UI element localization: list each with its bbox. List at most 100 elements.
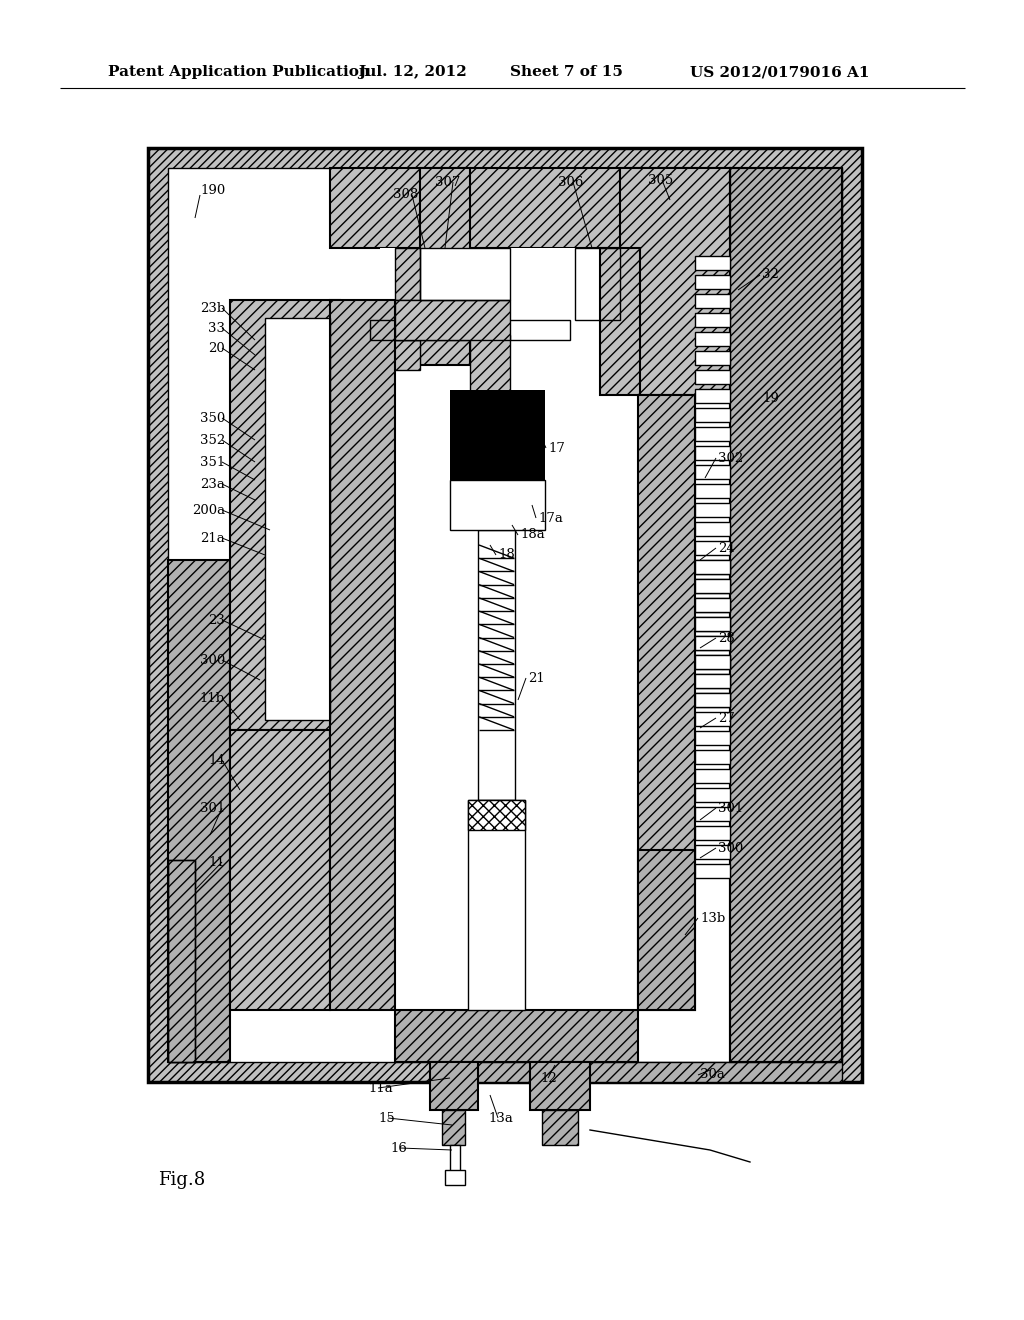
Text: 27: 27	[718, 711, 735, 725]
Bar	[600, 248, 640, 395]
Text: 11b: 11b	[200, 692, 225, 705]
Bar	[330, 168, 730, 248]
Text: 32: 32	[762, 268, 779, 281]
Bar	[168, 861, 195, 1063]
Bar	[695, 636, 730, 649]
Text: 308: 308	[393, 189, 418, 202]
Bar	[695, 655, 730, 669]
Bar	[395, 300, 510, 341]
Bar	[695, 731, 730, 744]
Bar	[168, 168, 842, 1063]
Text: 350: 350	[200, 412, 225, 425]
Bar	[470, 248, 575, 395]
Bar	[695, 616, 730, 631]
Bar	[695, 865, 730, 878]
Bar	[230, 300, 340, 730]
Bar	[478, 531, 515, 800]
Text: Jul. 12, 2012: Jul. 12, 2012	[358, 65, 467, 79]
Bar	[230, 730, 330, 1010]
Text: 28: 28	[718, 631, 735, 644]
Bar	[695, 770, 730, 783]
Bar	[695, 446, 730, 459]
Bar	[575, 248, 620, 319]
Text: 302: 302	[718, 451, 743, 465]
Bar	[330, 300, 395, 1010]
Text: 14: 14	[208, 754, 225, 767]
Text: 33: 33	[208, 322, 225, 334]
Bar	[695, 807, 730, 821]
Bar	[695, 693, 730, 708]
Text: 18: 18	[498, 549, 515, 561]
Bar	[468, 800, 525, 1010]
Bar	[470, 335, 510, 395]
Text: 30a: 30a	[700, 1068, 725, 1081]
Bar	[695, 313, 730, 327]
Text: 15: 15	[378, 1111, 394, 1125]
Text: 24: 24	[718, 541, 735, 554]
Bar	[695, 598, 730, 612]
Text: 351: 351	[200, 455, 225, 469]
Bar	[450, 480, 545, 531]
Text: 20: 20	[208, 342, 225, 355]
Text: 17: 17	[548, 441, 565, 454]
Text: 16: 16	[390, 1142, 407, 1155]
Bar	[168, 168, 842, 1063]
Text: Patent Application Publication: Patent Application Publication	[108, 65, 370, 79]
Bar	[395, 1010, 638, 1063]
Bar	[730, 168, 842, 1063]
Bar	[542, 1110, 578, 1144]
Text: 11: 11	[208, 855, 225, 869]
Text: 23: 23	[208, 614, 225, 627]
Bar	[395, 395, 638, 1010]
Text: 19: 19	[762, 392, 779, 404]
Text: 17a: 17a	[538, 511, 563, 524]
Bar	[370, 319, 570, 341]
Bar	[695, 333, 730, 346]
Bar	[442, 1110, 465, 1144]
Text: 23a: 23a	[200, 478, 225, 491]
Bar	[420, 248, 510, 300]
Text: US 2012/0179016 A1: US 2012/0179016 A1	[690, 65, 869, 79]
Bar	[370, 341, 420, 370]
Bar	[695, 579, 730, 593]
Bar	[695, 560, 730, 574]
Bar	[265, 318, 330, 719]
Bar	[695, 351, 730, 366]
Bar	[445, 1170, 465, 1185]
Text: 305: 305	[648, 173, 673, 186]
Text: 306: 306	[558, 176, 584, 189]
Bar	[695, 711, 730, 726]
Bar	[695, 465, 730, 479]
Bar	[695, 693, 730, 708]
Bar	[695, 521, 730, 536]
Bar	[148, 148, 862, 1082]
Bar	[695, 826, 730, 840]
Bar	[695, 275, 730, 289]
Bar	[395, 248, 420, 300]
Bar	[575, 248, 620, 319]
Bar	[695, 579, 730, 593]
Bar	[695, 426, 730, 441]
Bar	[695, 750, 730, 764]
Bar	[430, 1063, 842, 1082]
Bar	[420, 248, 510, 300]
Bar	[695, 484, 730, 498]
Bar	[695, 675, 730, 688]
Bar	[695, 408, 730, 422]
Bar	[730, 168, 842, 1063]
Text: 300: 300	[718, 842, 743, 854]
Bar	[695, 256, 730, 271]
Text: 11a: 11a	[368, 1081, 393, 1094]
Text: 23b: 23b	[200, 301, 225, 314]
Bar	[695, 560, 730, 574]
Bar	[265, 318, 330, 719]
Text: 301: 301	[200, 801, 225, 814]
Bar	[620, 168, 730, 395]
Bar	[380, 248, 420, 370]
Text: 18a: 18a	[520, 528, 545, 541]
Bar	[695, 598, 730, 612]
Bar	[695, 541, 730, 554]
Text: 190: 190	[200, 183, 225, 197]
Bar	[695, 503, 730, 517]
Bar	[695, 389, 730, 403]
